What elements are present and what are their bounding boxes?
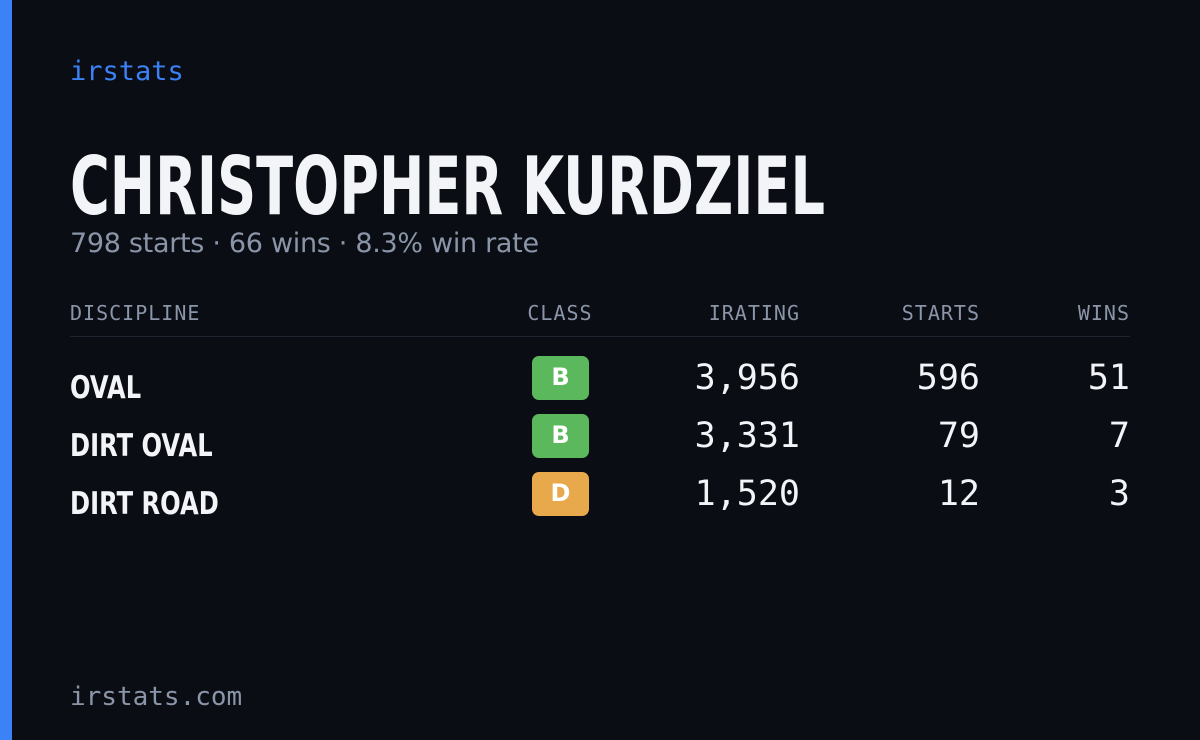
player-summary: 798 starts · 66 wins · 8.3% win rate xyxy=(70,228,539,259)
column-header: STARTS xyxy=(901,301,980,325)
discipline: OVAL xyxy=(70,370,142,406)
player-name-box: CHRISTOPHER KURDZIEL xyxy=(70,140,825,226)
column-header: DISCIPLINE xyxy=(70,301,201,325)
accent-bar xyxy=(0,0,12,740)
class-badge: B xyxy=(532,356,589,400)
brand: irstats xyxy=(70,56,184,87)
stat-value: 3,956 xyxy=(694,358,800,398)
stat-value: 1,520 xyxy=(694,474,800,514)
stat-value: 596 xyxy=(916,358,980,398)
discipline: DIRT ROAD xyxy=(70,486,219,522)
player-name: CHRISTOPHER KURDZIEL xyxy=(70,140,825,226)
class-badge: D xyxy=(532,472,589,516)
stat-value: 3,331 xyxy=(694,416,800,456)
column-header: WINS xyxy=(1077,301,1130,325)
discipline: DIRT OVAL xyxy=(70,428,213,464)
class-badge: B xyxy=(532,414,589,458)
stat-value: 12 xyxy=(937,474,980,514)
stat-value: 7 xyxy=(1108,416,1130,456)
column-header: IRATING xyxy=(708,301,800,325)
stat-value: 79 xyxy=(937,416,980,456)
footer: irstats.com xyxy=(70,682,243,712)
column-header: CLASS xyxy=(527,301,593,325)
stat-value: 51 xyxy=(1087,358,1130,398)
stat-value: 3 xyxy=(1108,474,1130,514)
header-rule xyxy=(70,336,1130,337)
